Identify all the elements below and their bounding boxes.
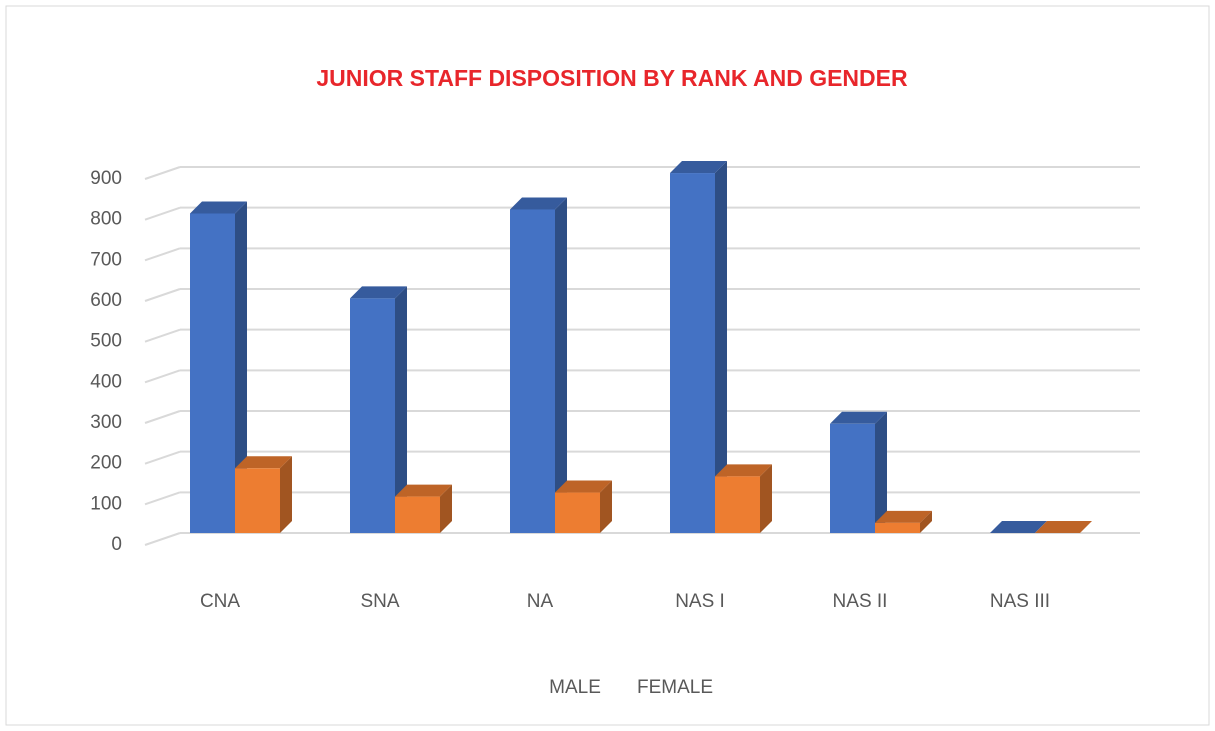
bar-side xyxy=(235,201,247,533)
bar-side xyxy=(920,510,932,533)
bar xyxy=(1035,521,1092,533)
bar xyxy=(670,161,727,534)
bar-front xyxy=(395,496,440,533)
grid-line-side xyxy=(144,450,181,465)
bar-front xyxy=(235,468,280,533)
chart-title: JUNIOR STAFF DISPOSITION BY RANK AND GEN… xyxy=(316,65,908,91)
bar-side xyxy=(395,286,407,533)
grid-line-side xyxy=(144,491,181,506)
bar-top xyxy=(990,521,1047,533)
bar xyxy=(555,480,612,533)
bar-side xyxy=(715,161,727,534)
grid-line-side xyxy=(144,410,181,424)
y-tick-label: 500 xyxy=(90,331,122,352)
y-tick-label: 700 xyxy=(90,249,122,270)
bar-top xyxy=(190,201,247,214)
y-tick-label: 0 xyxy=(111,534,122,555)
bar xyxy=(190,201,247,533)
grid-line-side xyxy=(144,247,181,262)
bar-front xyxy=(510,209,555,533)
bar xyxy=(350,286,407,533)
y-tick-label: 300 xyxy=(90,412,122,433)
x-tick-label: CNA xyxy=(200,591,240,612)
bar-front xyxy=(670,173,715,534)
y-tick-label: 900 xyxy=(90,168,122,189)
grid-line-side xyxy=(144,206,181,221)
x-tick-label: NAS I xyxy=(675,591,725,612)
grid-line-side xyxy=(144,328,181,343)
bar-side xyxy=(280,456,292,533)
y-tick-label: 100 xyxy=(90,493,122,514)
bar-front xyxy=(555,492,600,533)
bar-top xyxy=(510,197,567,210)
x-tick-label: NAS III xyxy=(990,591,1050,612)
x-tick-label: NA xyxy=(527,591,554,612)
bar xyxy=(235,456,292,533)
bar-side xyxy=(760,464,772,533)
y-tick-label: 600 xyxy=(90,290,122,311)
bar-top xyxy=(1035,521,1092,533)
bar xyxy=(395,484,452,533)
bar xyxy=(830,411,887,533)
chart-frame xyxy=(5,5,1210,726)
bar-top xyxy=(555,480,612,493)
legend-label: MALE xyxy=(549,677,601,698)
bar-top xyxy=(395,484,452,497)
bar-top xyxy=(715,464,772,477)
grid-line-side xyxy=(144,532,181,546)
grid-line-side xyxy=(144,166,181,180)
bar-front xyxy=(350,298,395,533)
bar xyxy=(875,510,932,533)
bar-side xyxy=(555,197,567,533)
bar xyxy=(510,197,567,533)
bar-top xyxy=(235,456,292,469)
bar-front xyxy=(875,522,920,533)
bar-top xyxy=(875,510,932,523)
bar-side xyxy=(440,484,452,533)
bar xyxy=(715,464,772,533)
bar-side xyxy=(875,411,887,533)
bar-front xyxy=(715,476,760,533)
bar-top xyxy=(830,411,887,424)
y-tick-label: 200 xyxy=(90,453,122,474)
bar-top xyxy=(350,286,407,299)
bar-side xyxy=(600,480,612,533)
y-tick-label: 800 xyxy=(90,209,122,230)
y-tick-label: 400 xyxy=(90,371,122,392)
grid-line-side xyxy=(144,369,181,384)
x-tick-label: SNA xyxy=(360,591,399,612)
bar-front xyxy=(830,423,875,533)
legend-label: FEMALE xyxy=(637,677,713,698)
bar xyxy=(990,521,1047,533)
bar-top xyxy=(670,161,727,174)
x-tick-label: NAS II xyxy=(833,591,888,612)
bar-front xyxy=(190,213,235,533)
grid-line-side xyxy=(144,288,181,302)
